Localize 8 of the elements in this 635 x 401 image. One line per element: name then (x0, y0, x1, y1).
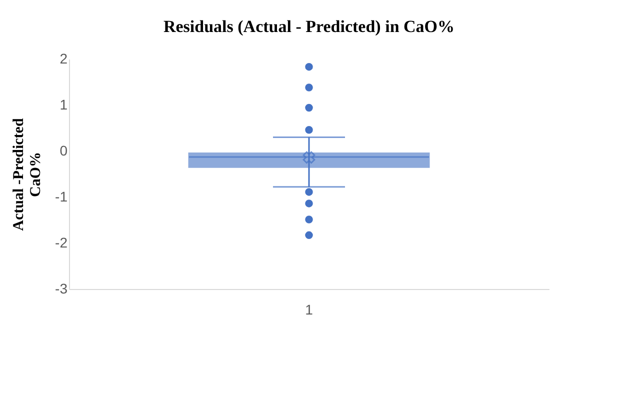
y-tick-label: -3 (55, 280, 68, 296)
y-tick-label: 0 (60, 142, 68, 158)
y-axis-title: Actual -Predicted CaO% (11, 118, 44, 231)
y-tick-label: 2 (60, 50, 68, 66)
y-tick-label: -1 (55, 188, 68, 204)
y-tick-label: 1 (60, 96, 68, 112)
y-tick-label: -2 (55, 234, 68, 250)
chart-title: Residuals (Actual - Predicted) in CaO% (163, 17, 455, 36)
